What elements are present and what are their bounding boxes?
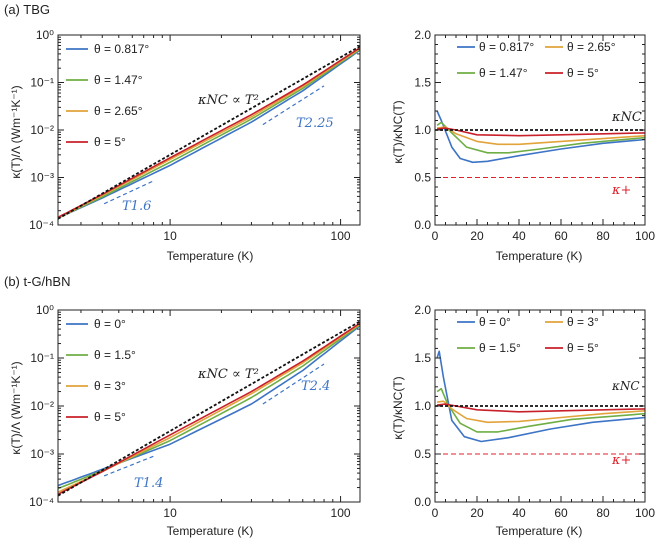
b-left-legend-label-0: θ = 0° [94,317,126,331]
a-left-xtick-label: 100 [331,229,351,243]
a-high-slope-guide [262,85,325,126]
a-right-legend-label-1: θ = 2.65° [567,40,616,54]
b-left-frame [57,309,361,503]
a-left-series-1 [57,48,361,219]
b-left-ytick-label: 10⁻⁴ [29,495,54,509]
a-left-ytick-label: 10⁻³ [30,171,54,185]
b-right-legend-label-3: θ = 5° [567,341,599,355]
b-right-ytick-label: 0.5 [414,447,431,461]
b-left-legend-label-1: θ = 1.5° [94,348,136,362]
b-left-ytick-label: 10⁻³ [30,447,54,461]
b-left-ytick-label: 10⁻² [30,399,54,413]
b-left-xtick-label: 10 [163,506,177,520]
b-right-ylabel: κ(T)/κNC(T) [391,376,405,439]
a-left-xlabel: Temperature (K) [167,249,254,263]
a-right-ytick-label: 2.0 [414,28,431,42]
a-right-ytick-label: 0.5 [414,171,431,185]
b-left-ytick-label: 10⁰ [36,303,54,317]
b-kplus-label: κ+ [611,453,631,468]
a-left-legend-label-2: θ = 2.65° [94,104,143,118]
a-left-ytick-label: 10⁻¹ [30,76,54,90]
a-right-ylabel: κ(T)/κNC(T) [391,100,405,163]
b-left-ytick-label: 10⁻¹ [30,351,54,365]
a-left-legend-label-1: θ = 1.47° [94,73,143,87]
a-right-ytick-label: 1.5 [414,76,431,90]
a-knc-label: κNC [611,110,642,125]
a-low-slope-guide [103,180,154,205]
b-right-ytick-label: 1.5 [414,351,431,365]
b-right-ytick-label: 1.0 [414,399,431,413]
b-left-legend-label-2: θ = 3° [94,379,126,393]
a-right-ytick-label: 1.0 [414,123,431,137]
a-left-series-2 [57,47,361,219]
b-low-slope-label: T1.4 [134,476,163,491]
a-left-ytick-label: 10⁻⁴ [29,218,54,232]
a-right-legend-label-0: θ = 0.817° [479,40,534,54]
b-left-xtick-label: 100 [331,506,351,520]
b-left-series-4 [57,320,361,497]
b-right-series-3 [437,403,646,413]
b-low-slope-guide [103,455,154,477]
b-nc-annotation: κNC ∝ T² [197,367,259,382]
a-high-slope-label: T2.25 [296,116,334,131]
a-right-xtick-label: 60 [554,229,568,243]
b-left-series-0 [57,325,361,487]
b-right-series-0 [436,350,646,443]
b-right-series-1 [436,387,646,433]
a-right-xtick-label: 0 [432,229,439,243]
a-right-xlabel: Temperature (K) [496,249,583,263]
b-right-ytick-label: 0.0 [414,495,431,509]
panel-label-b: (b) t-G/hBN [4,274,70,289]
a-right-ytick-label: 0.0 [414,218,431,232]
b-high-slope-label: T2.4 [301,379,330,394]
b-right-ytick-label: 2.0 [414,303,431,317]
b-high-slope-guide [262,363,325,405]
a-right-xtick-label: 80 [596,229,610,243]
b-left-ylabel: κ(T)/Λ (Wm⁻¹K⁻¹) [9,361,23,454]
a-right-xtick-label: 40 [512,229,526,243]
a-left-ytick-label: 10⁰ [36,28,54,42]
b-right-xtick-label: 40 [512,506,526,520]
b-right-xtick-label: 100 [635,506,655,520]
a-right-legend-label-2: θ = 1.47° [479,66,528,80]
a-kplus-label: κ+ [611,183,631,198]
b-right-xtick-label: 80 [596,506,610,520]
panel-label-a: (a) TBG [4,2,50,17]
a-left-legend-label-0: θ = 0.817° [94,42,149,56]
b-left-xlabel: Temperature (K) [167,524,254,538]
b-right-xtick-label: 60 [554,506,568,520]
b-right-xtick-label: 20 [470,506,484,520]
a-left-ylabel: κ(T)/Λ (Wm⁻¹K⁻¹) [9,85,23,178]
b-right-xlabel: Temperature (K) [496,524,583,538]
a-right-series-0 [436,110,646,164]
a-right-series-1 [436,121,646,154]
b-right-legend-label-0: θ = 0° [479,315,511,329]
a-left-xtick-label: 10 [163,229,177,243]
a-left-ytick-label: 10⁻² [30,123,54,137]
b-right-legend-label-1: θ = 3° [567,315,599,329]
a-low-slope-label: T1.6 [122,199,151,214]
a-right-xtick-label: 20 [470,229,484,243]
a-right-legend-label-3: θ = 5° [567,66,599,80]
a-left-series-4 [57,45,361,220]
a-nc-annotation: κNC ∝ T² [197,93,259,108]
b-right-legend-label-2: θ = 1.5° [479,341,521,355]
b-left-legend-label-3: θ = 5° [94,410,126,424]
a-right-series-3 [437,127,646,137]
a-left-legend-label-3: θ = 5° [94,135,126,149]
b-right-xtick-label: 0 [432,506,439,520]
a-right-xtick-label: 100 [635,229,655,243]
b-knc-label: κNC [611,379,640,393]
